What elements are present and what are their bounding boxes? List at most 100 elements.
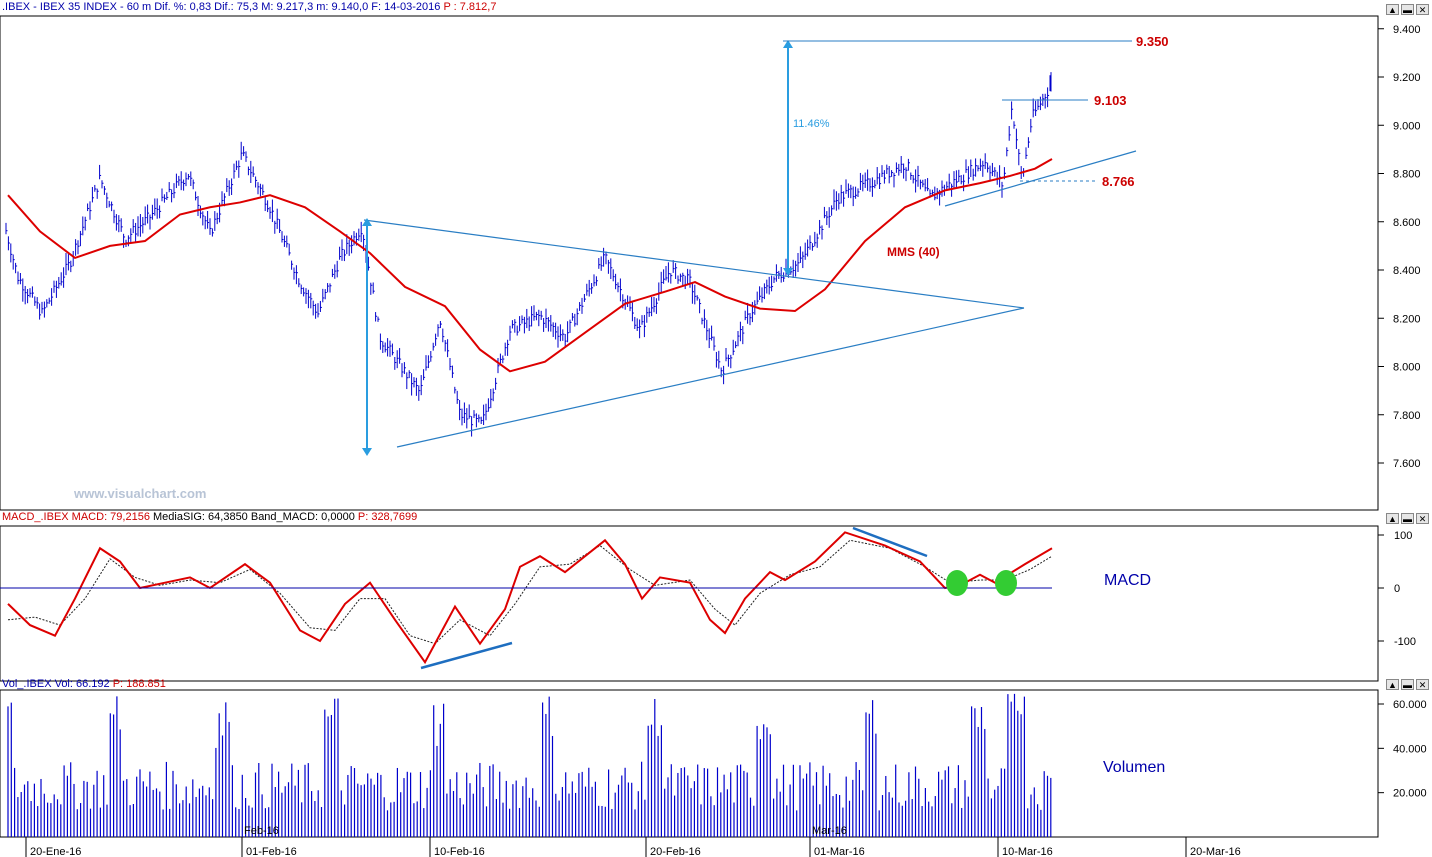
price-bar	[214, 211, 217, 231]
price-bar	[113, 209, 116, 224]
price-minimize-button[interactable]: ▬	[1401, 4, 1414, 15]
price-tick-label: 9.400	[1393, 24, 1421, 36]
price-bar	[521, 315, 524, 324]
price-bar	[264, 197, 267, 212]
x-tick-label: 20-Mar-16	[1190, 846, 1241, 857]
price-bar	[480, 416, 483, 424]
price-bar	[286, 235, 289, 248]
target-label: 9.350	[1136, 34, 1169, 49]
price-bar	[881, 165, 884, 178]
price-bar	[833, 189, 836, 210]
price-bar	[948, 173, 951, 190]
volume-minimize-button[interactable]: ▬	[1401, 679, 1414, 690]
price-bar	[180, 171, 183, 191]
price-bar	[209, 218, 212, 235]
price-bar	[629, 296, 632, 312]
price-bar	[36, 297, 39, 309]
price-bar	[132, 219, 135, 234]
price-bar	[941, 180, 944, 197]
price-bar	[891, 170, 894, 177]
price-bar	[243, 146, 246, 157]
price-bar	[161, 188, 164, 202]
volume-tick-label: 20.000	[1393, 788, 1427, 800]
price-bar	[958, 169, 961, 183]
price-bar	[672, 260, 675, 273]
price-bar	[850, 184, 853, 199]
price-bar	[478, 414, 481, 423]
macd-panel-label: MACD	[1104, 572, 1151, 589]
price-bar	[828, 207, 831, 228]
price-bar	[715, 351, 718, 368]
x-tick-label: 20-Feb-16	[650, 846, 701, 857]
price-close-button[interactable]: ✕	[1416, 4, 1429, 15]
price-bar	[171, 189, 174, 203]
price-bar	[1047, 87, 1050, 108]
price-bar	[953, 171, 956, 189]
price-bar	[807, 239, 810, 257]
price-bar	[137, 216, 140, 237]
price-bar	[631, 302, 634, 322]
price-bar	[27, 289, 30, 304]
price-bar	[1015, 128, 1018, 149]
price-bar	[991, 162, 994, 177]
price-bar	[538, 309, 541, 327]
pct-label: 11.46%	[793, 118, 830, 130]
price-bar	[15, 262, 18, 274]
price-bar	[348, 239, 351, 256]
price-bar	[53, 280, 56, 293]
price-bar	[430, 351, 433, 362]
price-bar	[375, 312, 378, 322]
price-bar	[423, 369, 426, 381]
price-bar	[739, 321, 742, 342]
price-bar	[19, 273, 22, 285]
x-tick-label: 10-Feb-16	[434, 846, 485, 857]
price-bar	[605, 251, 608, 265]
macd-close-button[interactable]: ✕	[1416, 513, 1429, 524]
price-bar	[115, 214, 118, 231]
price-bar	[190, 171, 193, 187]
price-bar	[485, 403, 488, 421]
volume-collapse-button[interactable]: ▲	[1386, 679, 1399, 690]
macd-header-text: MACD_.IBEX MACD: 79,2156	[2, 511, 154, 523]
price-bar	[339, 246, 342, 260]
price-bar	[497, 358, 500, 374]
price-bar	[48, 297, 51, 304]
price-bar	[367, 256, 370, 271]
resistance-label: 9.103	[1094, 93, 1127, 108]
price-bar	[406, 372, 409, 390]
price-bar	[451, 365, 454, 378]
macd-series	[7, 531, 1053, 665]
price-tick-label: 8.200	[1393, 313, 1421, 325]
price-bar	[675, 263, 678, 279]
price-bar	[600, 256, 603, 271]
price-bar	[814, 231, 817, 247]
price-bar	[91, 186, 94, 203]
price-bar	[84, 216, 87, 231]
macd-minimize-button[interactable]: ▬	[1401, 513, 1414, 524]
price-bar	[312, 300, 315, 316]
price-bar	[567, 321, 570, 343]
x-tick-label: 01-Mar-16	[814, 846, 865, 857]
price-bar	[159, 205, 162, 219]
price-bar	[843, 191, 846, 207]
price-bar	[874, 179, 877, 189]
price-bar	[432, 342, 435, 351]
price-bar	[447, 339, 450, 358]
price-collapse-button[interactable]: ▲	[1386, 4, 1399, 15]
price-bar	[111, 201, 114, 212]
price-bar	[871, 177, 874, 197]
price-bar	[442, 328, 445, 343]
price-bar	[5, 222, 8, 235]
volume-close-button[interactable]: ✕	[1416, 679, 1429, 690]
price-bar	[1030, 118, 1033, 133]
macd-collapse-button[interactable]: ▲	[1386, 513, 1399, 524]
price-bar	[780, 266, 783, 283]
price-bar	[65, 252, 68, 276]
price-bar	[816, 233, 819, 248]
price-bar	[725, 348, 728, 362]
price-bar	[670, 273, 673, 284]
price-bar	[204, 216, 207, 230]
price-bar	[934, 186, 937, 201]
volume-panel	[0, 689, 1379, 838]
price-bar	[617, 282, 620, 293]
